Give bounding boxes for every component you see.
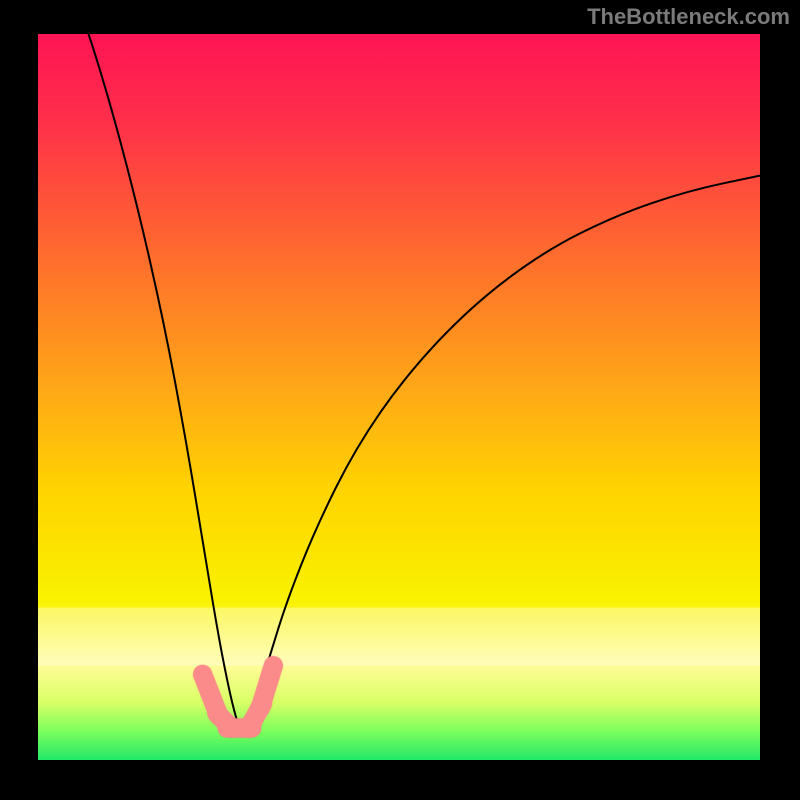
bottleneck-chart [0, 0, 800, 800]
marker-capsule [260, 666, 273, 708]
watermark-text: TheBottleneck.com [587, 4, 790, 30]
chart-frame: TheBottleneck.com [0, 0, 800, 800]
pale-band [38, 608, 760, 666]
